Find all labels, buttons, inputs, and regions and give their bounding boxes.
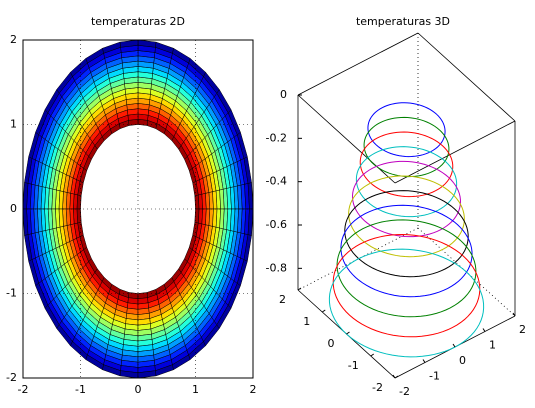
x-tick-label: -1 <box>75 383 86 396</box>
x-tick-label: 2 <box>250 383 257 396</box>
axes-edge <box>297 32 419 96</box>
tick-mark <box>297 287 302 291</box>
x-tick-label: 0 <box>459 354 466 367</box>
y-tick-label: 2 <box>10 33 17 46</box>
y-tick-label: -2 <box>372 381 383 394</box>
axes-edge <box>297 227 419 291</box>
x-tick-label: -2 <box>18 383 29 396</box>
y-tick-label: -2 <box>6 371 17 384</box>
axes-edge <box>417 32 516 122</box>
y-tick-label: 0 <box>10 202 17 215</box>
y-tick-label: 0 <box>328 337 335 350</box>
circle-line <box>332 234 481 338</box>
z-tick-label: 0 <box>280 88 287 101</box>
z-tick-label: -0.8 <box>266 261 287 274</box>
tick-mark <box>452 343 456 348</box>
axes-box <box>22 39 254 379</box>
z-tick-label: -0.4 <box>266 175 287 188</box>
y-tick-label: -1 <box>6 287 17 300</box>
tick-mark <box>512 312 516 317</box>
axes-edge <box>394 120 516 184</box>
tick-mark <box>394 375 399 379</box>
circle-line <box>348 175 465 258</box>
circle-line <box>363 116 450 178</box>
y-tick-label: -1 <box>348 359 359 372</box>
y-tick-label: 1 <box>303 315 310 328</box>
x-tick-label: 1 <box>192 383 199 396</box>
z-tick-label: -0.2 <box>266 131 287 144</box>
tick-mark <box>346 331 350 335</box>
tick-mark <box>370 353 375 357</box>
chart-title: temperaturas 3D <box>356 15 450 28</box>
circle-line <box>367 102 446 158</box>
y-tick-label: 1 <box>10 118 17 131</box>
tick-mark <box>321 309 326 313</box>
tick-mark <box>392 374 396 379</box>
z-tick-label: -0.6 <box>266 218 287 231</box>
x-tick-label: 2 <box>519 323 526 336</box>
circle-line <box>336 219 477 318</box>
x-tick-label: 0 <box>135 383 142 396</box>
circle-line <box>355 146 458 218</box>
y-tick-label: 2 <box>279 293 286 306</box>
x-tick-label: 1 <box>489 339 496 352</box>
x-tick-label: -1 <box>429 370 440 383</box>
circle-line <box>340 204 473 298</box>
tick-mark <box>482 328 486 332</box>
tick-mark <box>422 359 426 363</box>
chart-title: temperaturas 2D <box>91 15 185 28</box>
circle-line <box>352 160 461 238</box>
x-tick-label: -2 <box>399 385 410 398</box>
circle-line <box>328 248 485 358</box>
